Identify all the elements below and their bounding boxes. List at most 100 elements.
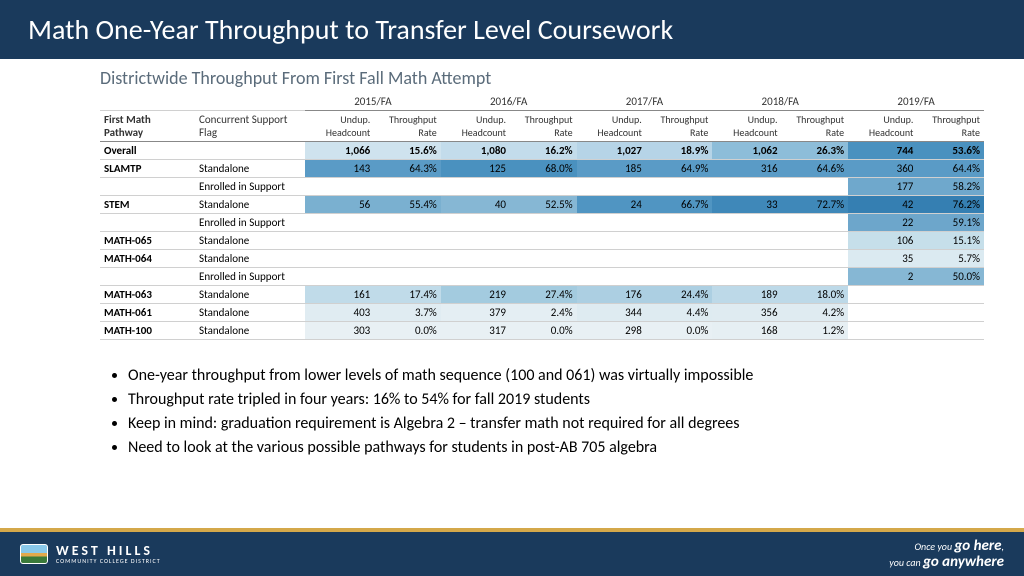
cell-rate: 50.0% [917, 268, 984, 286]
tagline-big1: go here [954, 537, 1001, 555]
cell-headcount [305, 268, 374, 286]
cell-rate [646, 232, 713, 250]
cell-rate [374, 268, 441, 286]
throughput-table-container: 2015/FA2016/FA2017/FA2018/FA2019/FA Firs… [0, 93, 1024, 340]
cell-headcount [712, 232, 781, 250]
cell-headcount [712, 214, 781, 232]
cell-headcount: 1,062 [712, 142, 781, 160]
cell-headcount [441, 250, 510, 268]
cell-rate [510, 250, 577, 268]
cell-support: Enrolled in Support [195, 214, 305, 232]
cell-headcount [848, 304, 917, 322]
cell-support: Standalone [195, 304, 305, 322]
cell-rate [917, 304, 984, 322]
cell-headcount [712, 250, 781, 268]
cell-headcount: 24 [577, 196, 646, 214]
cell-headcount: 303 [305, 322, 374, 340]
cell-headcount: 168 [712, 322, 781, 340]
cell-rate: 64.4% [917, 160, 984, 178]
col-header-hc: Undup. Headcount [441, 111, 510, 142]
cell-support: Standalone [195, 322, 305, 340]
cell-rate [782, 232, 849, 250]
cell-support: Enrolled in Support [195, 178, 305, 196]
table-row: MATH-065Standalone10615.1% [100, 232, 984, 250]
cell-headcount: 1,080 [441, 142, 510, 160]
logo-sub: COMMUNITY COLLEGE DISTRICT [56, 558, 161, 564]
cell-headcount: 56 [305, 196, 374, 214]
cell-headcount: 185 [577, 160, 646, 178]
cell-headcount [441, 232, 510, 250]
cell-rate [646, 268, 713, 286]
cell-rate: 24.4% [646, 286, 713, 304]
cell-rate: 72.7% [782, 196, 849, 214]
cell-headcount: 125 [441, 160, 510, 178]
cell-rate: 16.2% [510, 142, 577, 160]
bullet-item: One-year throughput from lower levels of… [128, 364, 1024, 388]
cell-pathway: MATH-063 [100, 286, 195, 304]
cell-headcount: 106 [848, 232, 917, 250]
cell-rate [782, 268, 849, 286]
cell-pathway [100, 178, 195, 196]
cell-rate [510, 214, 577, 232]
cell-rate: 15.6% [374, 142, 441, 160]
footer-bar: WEST HILLS COMMUNITY COLLEGE DISTRICT On… [0, 528, 1024, 576]
col-header-hc: Undup. Headcount [305, 111, 374, 142]
cell-headcount: 2 [848, 268, 917, 286]
cell-headcount [441, 268, 510, 286]
tagline-pre2: you can [889, 556, 923, 569]
cell-headcount: 344 [577, 304, 646, 322]
cell-headcount [577, 232, 646, 250]
cell-headcount: 1,027 [577, 142, 646, 160]
cell-headcount: 33 [712, 196, 781, 214]
col-header-rate: Throughput Rate [917, 111, 984, 142]
cell-pathway: SLAMTP [100, 160, 195, 178]
cell-headcount: 22 [848, 214, 917, 232]
cell-headcount: 1,066 [305, 142, 374, 160]
cell-headcount: 298 [577, 322, 646, 340]
table-row: MATH-061Standalone4033.7%3792.4%3444.4%3… [100, 304, 984, 322]
cell-pathway: STEM [100, 196, 195, 214]
cell-rate: 53.6% [917, 142, 984, 160]
tagline-big2: go anywhere [923, 553, 1004, 571]
cell-headcount: 360 [848, 160, 917, 178]
slide-title-bar: Math One-Year Throughput to Transfer Lev… [0, 0, 1024, 59]
bullet-list: One-year throughput from lower levels of… [0, 340, 1024, 460]
cell-headcount [577, 268, 646, 286]
bullet-item: Need to look at the various possible pat… [128, 436, 1024, 460]
cell-rate [510, 232, 577, 250]
cell-pathway: MATH-064 [100, 250, 195, 268]
table-row: Enrolled in Support250.0% [100, 268, 984, 286]
logo-icon [20, 544, 48, 564]
cell-rate: 64.3% [374, 160, 441, 178]
cell-rate: 2.4% [510, 304, 577, 322]
cell-headcount [712, 178, 781, 196]
cell-rate [510, 268, 577, 286]
cell-pathway: Overall [100, 142, 195, 160]
table-row: STEMStandalone5655.4%4052.5%2466.7%3372.… [100, 196, 984, 214]
cell-rate: 18.9% [646, 142, 713, 160]
cell-rate: 58.2% [917, 178, 984, 196]
logo-area: WEST HILLS COMMUNITY COLLEGE DISTRICT [20, 544, 161, 564]
year-header: 2018/FA [712, 93, 848, 111]
slide-title: Math One-Year Throughput to Transfer Lev… [28, 12, 673, 47]
tagline-punct: , [1002, 540, 1005, 553]
tagline-pre1: Once you [915, 540, 955, 553]
table-row: MATH-063Standalone16117.4%21927.4%17624.… [100, 286, 984, 304]
cell-support: Standalone [195, 286, 305, 304]
cell-rate [646, 178, 713, 196]
cell-support: Standalone [195, 232, 305, 250]
col-header-support: Concurrent Support Flag [195, 111, 305, 142]
cell-rate: 15.1% [917, 232, 984, 250]
table-row: MATH-064Standalone355.7% [100, 250, 984, 268]
cell-pathway [100, 268, 195, 286]
cell-headcount: 219 [441, 286, 510, 304]
cell-headcount [577, 250, 646, 268]
cell-headcount [712, 268, 781, 286]
cell-rate: 0.0% [374, 322, 441, 340]
cell-headcount: 316 [712, 160, 781, 178]
cell-headcount [305, 214, 374, 232]
logo-main: WEST HILLS [56, 544, 161, 558]
year-header: 2016/FA [441, 93, 577, 111]
cell-headcount [577, 178, 646, 196]
cell-headcount: 40 [441, 196, 510, 214]
